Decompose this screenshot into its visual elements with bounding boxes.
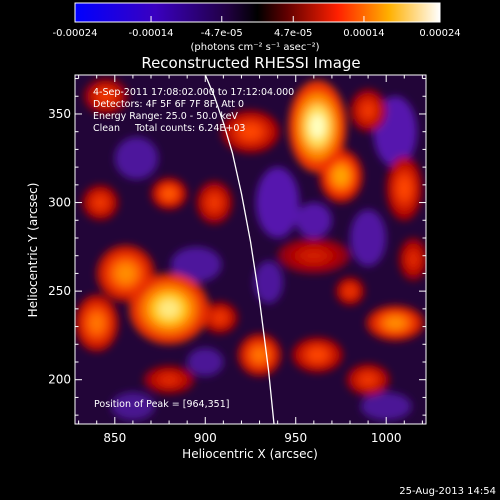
colorbar-tick-label: -0.00024 — [53, 28, 98, 39]
heatmap-blob-negative — [187, 347, 224, 377]
annotation-energy-range: Energy Range: 25.0 - 50.0 keV — [93, 111, 238, 122]
heatmap-blob-negative — [114, 137, 159, 180]
heatmap-blob-negative — [295, 202, 332, 238]
colorbar-tick-label: -0.00014 — [129, 28, 174, 39]
colorbar-ticks: -0.00024 -0.00014 -4.7e-05 4.7e-05 0.00014 0.… — [53, 16, 461, 39]
x-axis-label: Heliocentric X (arcsec) — [182, 447, 318, 461]
heatmap-blob-negative — [170, 246, 222, 283]
heatmap-blob-positive — [75, 294, 119, 352]
heatmap-blob-negative — [255, 167, 300, 238]
colorbar — [74, 2, 441, 23]
peak-position-label: Position of Peak = [964,351] — [94, 399, 229, 410]
heatmap-blob-positive — [201, 301, 238, 334]
y-tick-label: 200 — [48, 373, 71, 387]
heatmap-blob-positive — [84, 78, 128, 114]
heatmap-blob-positive — [288, 80, 347, 173]
heatmap-blob-positive — [150, 177, 188, 210]
x-tick-label: 1000 — [371, 431, 402, 445]
footer-timestamp: 25-Aug-2013 14:54 — [399, 486, 496, 497]
heatmap-blob-positive — [196, 181, 233, 224]
colorbar-tick-label: 0.00014 — [343, 28, 384, 39]
annotation-time-range: 4-Sep-2011 17:08:02.000 to 17:12:04.000 — [93, 87, 294, 98]
solar-limb-curve — [204, 75, 275, 424]
x-tick-label: 850 — [103, 431, 126, 445]
heatmap-blob-positive — [292, 337, 343, 373]
x-tick-label: 900 — [194, 431, 217, 445]
heatmap-blob-positive — [398, 237, 426, 281]
plot-frame — [74, 74, 427, 425]
heatmap-blob-positive — [129, 273, 209, 345]
heatmap-blob-positive — [143, 365, 195, 394]
heatmap-blob-positive — [82, 184, 119, 221]
heatmap-layer — [75, 78, 426, 421]
y-tick-label: 350 — [48, 107, 71, 121]
heatmap-blob-positive — [386, 156, 423, 221]
y-tick-label: 300 — [48, 196, 71, 210]
heatmap-blob-positive — [346, 363, 390, 396]
heatmap-blob-positive — [221, 110, 280, 153]
colorbar-tick-label: -4.7e-05 — [201, 28, 243, 39]
axis-ticks: 850 900 950 1000 200 250 300 350 — [48, 75, 426, 445]
heatmap-blob-positive — [350, 89, 387, 132]
heatmap-blob-negative — [350, 209, 387, 267]
annotation-clean-counts: Clean Total counts: 6.24E+03 — [93, 123, 245, 134]
y-axis-label: Heliocentric Y (arcsec) — [26, 183, 40, 318]
heatmap-blob-positive — [366, 305, 425, 341]
x-tick-label: 950 — [284, 431, 307, 445]
heatmap-blob-negative — [111, 392, 155, 421]
heatmap-blob-positive — [237, 333, 282, 377]
heatmap-blob-positive — [335, 276, 365, 306]
colorbar-tick-label: 0.00024 — [419, 28, 460, 39]
heatmap-blob-positive — [277, 237, 351, 274]
colorbar-tick-label: 4.7e-05 — [274, 28, 312, 39]
y-tick-label: 250 — [48, 284, 71, 298]
chart-title: Reconstructed RHESSI Image — [141, 54, 360, 72]
heatmap-blob-negative — [254, 261, 284, 304]
heatmap-blob-negative — [360, 392, 412, 421]
annotation-detectors: Detectors: 4F 5F 6F 7F 8F, Att 0 — [93, 99, 244, 110]
colorbar-units: (photons cm⁻² s⁻¹ asec⁻²) — [190, 42, 319, 53]
